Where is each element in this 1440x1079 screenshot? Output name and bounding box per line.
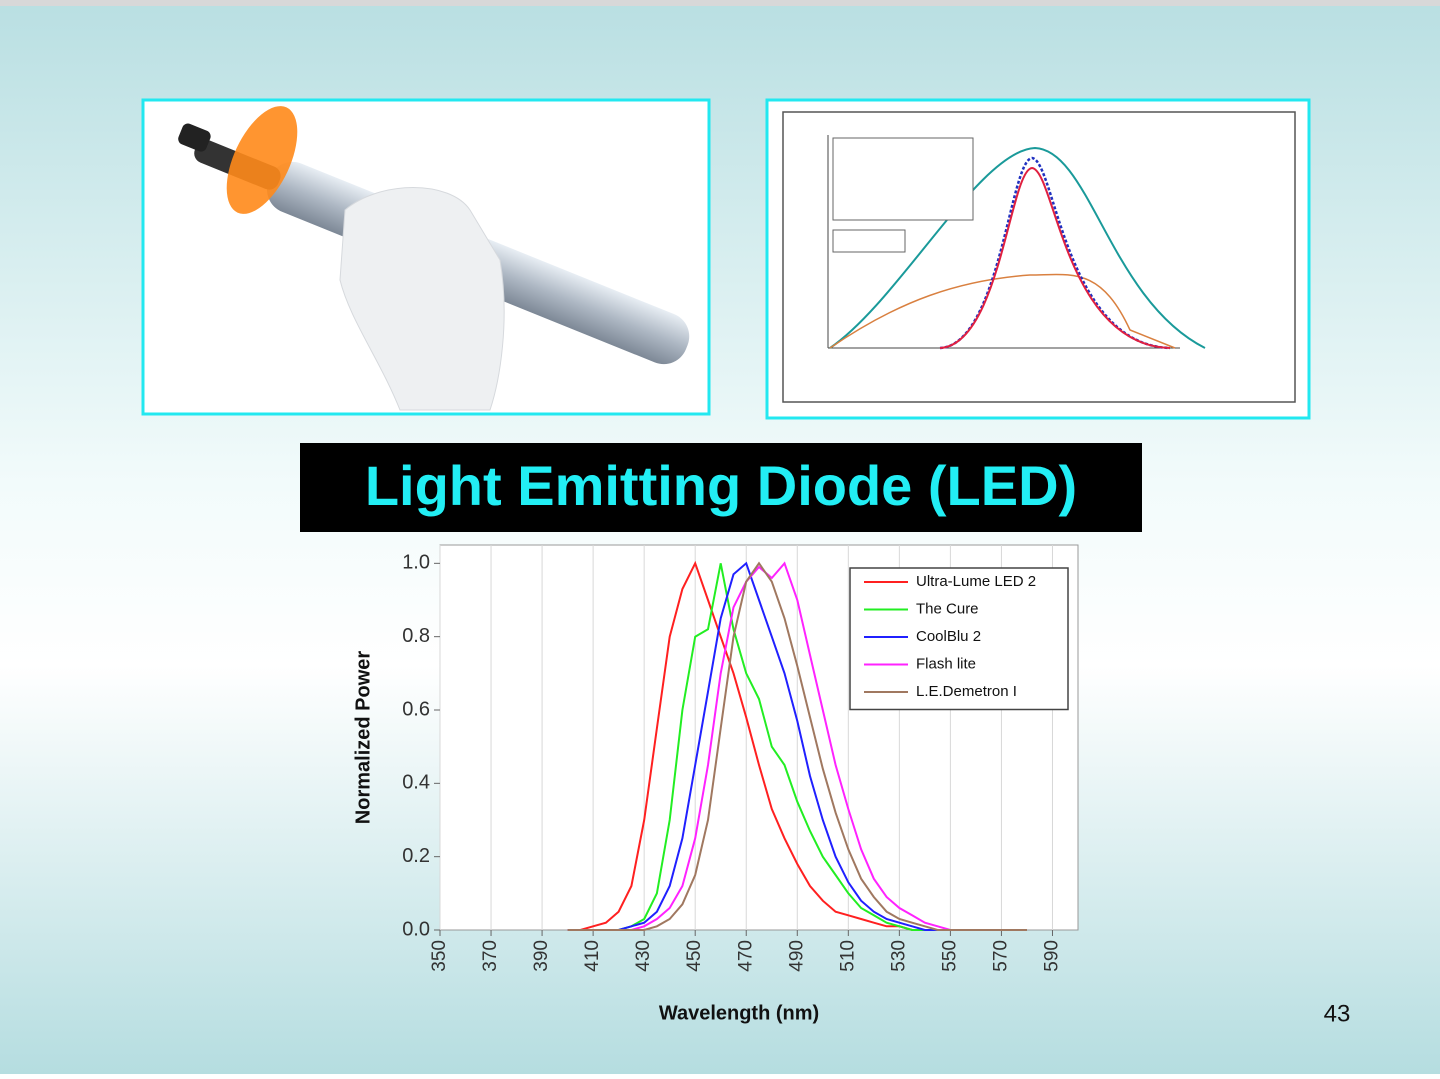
x-tick-label: 530 [888, 940, 909, 972]
y-tick-label: 0.0 [402, 918, 430, 940]
x-tick-label: 370 [480, 940, 501, 972]
legend-label: L.E.Demetron I [916, 683, 1017, 700]
y-tick-label: 0.2 [402, 845, 430, 867]
x-tick-label: 390 [531, 940, 552, 972]
y-tick-label: 0.4 [402, 772, 430, 794]
x-tick-label: 350 [429, 940, 450, 972]
x-tick-label: 430 [633, 940, 654, 972]
x-tick-label: 490 [786, 940, 807, 972]
photo-curing-light [141, 98, 711, 416]
y-axis-label: Normalized Power [352, 651, 374, 825]
x-tick-label: 410 [582, 940, 603, 972]
x-tick-label: 550 [939, 940, 960, 972]
x-tick-label: 470 [735, 940, 756, 972]
x-tick-label: 570 [990, 940, 1011, 972]
x-axis-label: Wavelength (nm) [659, 1002, 819, 1024]
x-tick-label: 590 [1041, 940, 1062, 972]
legend-label: Flash lite [916, 655, 976, 672]
y-tick-label: 0.6 [402, 698, 430, 720]
legend-box [849, 567, 1069, 711]
x-tick-label: 450 [684, 940, 705, 972]
slide-title: Light Emitting Diode (LED) [365, 454, 1077, 517]
legend-label: The Cure [916, 600, 979, 617]
title-box [300, 443, 1142, 532]
series-line [567, 561, 1027, 931]
photo-spectrum-plot [765, 98, 1311, 420]
y-tick-label: 0.8 [402, 625, 430, 647]
y-tick-label: 1.0 [402, 552, 430, 574]
top-strip [0, 0, 1440, 6]
slide-number: 43 [1324, 1000, 1351, 1027]
legend-label: Ultra-Lume LED 2 [916, 573, 1036, 590]
legend-label: CoolBlu 2 [916, 628, 981, 645]
x-tick-label: 510 [837, 940, 858, 972]
